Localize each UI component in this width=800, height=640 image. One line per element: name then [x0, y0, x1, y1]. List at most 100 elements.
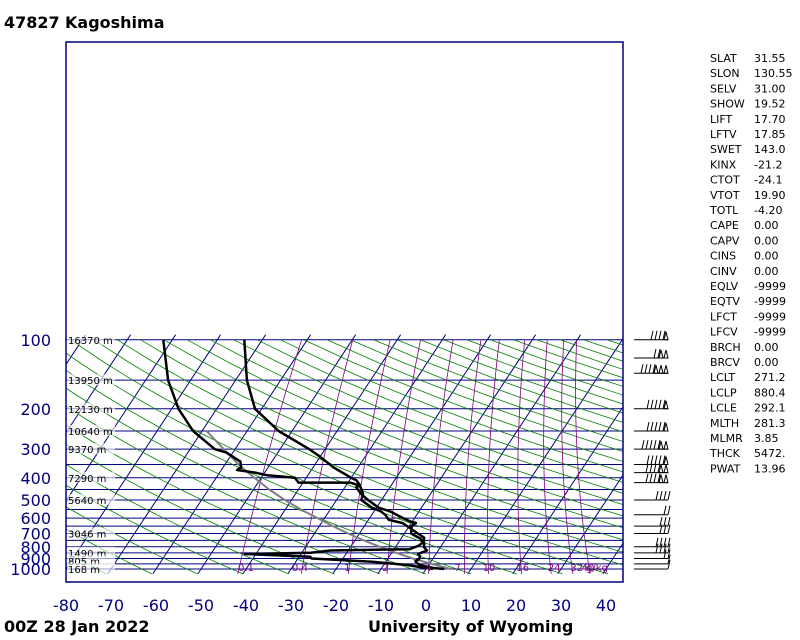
temperature-axis: -80 -70 -60 -50 -40 -30 -20 -10 0 10 20 30 40 [53, 596, 616, 615]
isotherm [512, 405, 623, 575]
wind-barb-flag [662, 399, 666, 409]
isotherm [467, 337, 623, 575]
pressure-tick-label: 600 [20, 509, 51, 528]
wind-barb-flag [645, 473, 649, 483]
wind-barb [634, 348, 669, 359]
index-key: TOTL [709, 204, 739, 217]
temperature-curve [243, 339, 445, 571]
dry-adiabat [256, 339, 623, 483]
dry-adiabat [350, 339, 623, 442]
temperature-tick-label: 10 [461, 596, 481, 615]
mixing-ratio-label: 16 [516, 563, 529, 574]
height-label-bg [67, 471, 115, 483]
temperature-tick-label: -30 [278, 596, 304, 615]
index-value: 19.90 [754, 189, 786, 202]
height-label: 9370 m [68, 445, 106, 456]
mixing-ratio-label: 24 [548, 563, 561, 574]
index-key: EQLV [710, 280, 739, 293]
wind-barb-flag [646, 455, 650, 465]
dry-adiabat [303, 339, 623, 462]
temperature-tick-label: -10 [368, 596, 394, 615]
mixing-ratio-line [463, 339, 482, 574]
pressure-tick-label: 900 [20, 550, 51, 569]
dry-adiabat [66, 484, 244, 575]
wind-barb-flag [659, 537, 663, 547]
height-label: 168 m [68, 565, 100, 576]
wind-barb-flag [667, 524, 671, 534]
wind-barb-flag [649, 440, 653, 450]
index-key: LFCT [710, 310, 737, 323]
wind-barb [634, 543, 671, 554]
wind-barb-flag [659, 543, 663, 553]
temperature-tick-label: 20 [506, 596, 526, 615]
isotherm [152, 334, 312, 575]
index-key: SHOW [710, 98, 745, 111]
index-value: 281.3 [754, 417, 786, 430]
wind-barb-flag [659, 524, 663, 534]
wind-barb-pennant [658, 441, 664, 450]
height-label: 805 m [68, 557, 100, 568]
index-key: LCLT [710, 371, 735, 384]
mixing-ratio-line [575, 339, 591, 574]
station-id: 47827 [4, 13, 60, 32]
wind-barb-pennant [663, 456, 669, 466]
index-key: BRCV [710, 356, 740, 369]
mixing-ratio-line [543, 339, 552, 574]
isotherm [242, 334, 402, 575]
mixing-ratio-line [428, 339, 454, 574]
wind-barb-flag [659, 490, 663, 501]
mixing-ratio-label: 0.1 [238, 563, 254, 574]
wind-barb-pennant [663, 349, 669, 359]
height-label: 3046 m [68, 529, 106, 540]
stability-indices: SLAT 31.55 SLON 130.55 SELV 31.00 SHOW 19.52 LIF… [709, 52, 793, 475]
wind-barb-flag [655, 537, 659, 547]
index-value: 17.85 [754, 128, 786, 141]
index-key: EQTV [710, 295, 740, 308]
temperature-tick-label: -70 [98, 596, 124, 615]
wind-barb [634, 399, 669, 410]
dry-adiabat [163, 339, 623, 529]
index-value: 5472. [754, 447, 786, 460]
mixing-ratio-label: 7 [454, 563, 460, 574]
wind-barb-flag [663, 505, 667, 515]
wind-barb [634, 505, 671, 516]
wind-barb-flag [663, 549, 667, 559]
wind-barb-flag [644, 364, 648, 374]
wind-barb-pennant [663, 400, 669, 410]
height-label-bg [67, 374, 115, 386]
index-value: 0.00 [754, 234, 779, 247]
wind-barb-flag [657, 440, 661, 450]
index-value: 0.00 [754, 219, 779, 232]
dry-adiabat [326, 339, 623, 452]
wind-barb-flag [667, 559, 671, 570]
mixing-ratio-label: 0.4 [292, 563, 308, 574]
mixing-ratio-label: 1 [344, 563, 350, 574]
height-labels: 16370 m 13950 m 12130 m 10640 m 9370 m 7290 m… [67, 333, 115, 576]
height-label: 1490 m [68, 549, 106, 560]
wind-barb [634, 455, 669, 466]
index-key: MLTH [710, 417, 739, 430]
index-key: THCK [709, 447, 741, 460]
index-value: -24.1 [754, 174, 782, 187]
wind-barb-pennant [663, 331, 669, 341]
dry-adiabat [66, 528, 153, 575]
wind-barb-pennant [658, 474, 664, 484]
wind-barb [634, 559, 671, 570]
wind-barb-flag [662, 421, 666, 432]
dry-adiabat [66, 424, 381, 575]
index-key: PWAT [710, 462, 741, 475]
index-value: 130.55 [754, 67, 793, 80]
mixing-ratio-label: g/kg [586, 563, 608, 574]
pressure-tick-label: 1000 [10, 560, 51, 579]
mixing-ratio-line [561, 339, 574, 574]
wind-barb-flag [662, 455, 666, 465]
wind-barb-pennant [658, 464, 664, 474]
wind-barb-flag [654, 421, 658, 432]
index-key: KINX [710, 158, 737, 171]
wind-barb [634, 421, 669, 432]
wind-barb [634, 524, 671, 534]
dry-adiabat [66, 464, 289, 575]
wind-barb-flag [653, 463, 657, 473]
index-key: CINV [710, 265, 737, 278]
